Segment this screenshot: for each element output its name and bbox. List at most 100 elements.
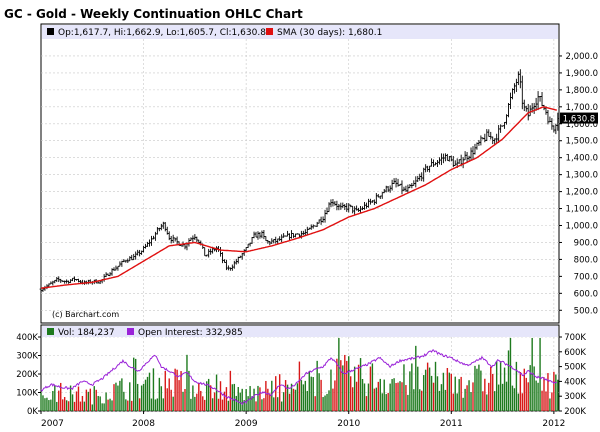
volume-bar [134,358,137,411]
price-tick-label: 1,900.0 [566,69,598,79]
ohlc-bar [556,112,560,131]
price-tick-label: 500.0 [574,306,598,316]
volume-bar [170,389,172,411]
volume-bar [344,354,346,411]
volume-bar [54,385,56,411]
price-bars [39,69,560,292]
price-tick-label: 600.0 [574,289,598,299]
open-interest-line [40,349,557,406]
volume-bar [267,388,269,411]
volume-bar [241,388,243,411]
price-tick-label: 1,700.0 [566,103,598,113]
volume-bar [196,393,198,411]
volume-bar [513,388,516,411]
volume-bar [63,397,66,411]
volume-bar [387,392,389,411]
volume-bar [464,388,466,411]
volume-bar [484,378,486,411]
volume-bar [186,354,188,411]
volume-bar [188,370,190,411]
volume-bar [107,399,109,411]
volume-bar [493,391,496,411]
volume-bar [525,377,527,411]
volume-bar [375,387,378,411]
volume-bar [176,369,178,411]
price-tick-label: 900.0 [574,238,598,248]
volume-bar [148,372,151,411]
volume-bar [460,376,462,411]
volume-tick-label: 300K [16,352,38,362]
volume-bar [294,389,297,411]
volume-bar [434,361,437,411]
volume-bar [557,379,559,411]
volume-bar [452,393,454,411]
volume-bar [271,380,273,411]
volume-bar [499,361,502,411]
volume-bar [172,396,174,411]
volume-bar [146,376,149,411]
open-interest-tick-label: 500K [564,363,586,373]
volume-bar [152,368,155,411]
volume-bar [79,401,82,411]
volume-bar [446,367,449,411]
volume-bar [551,392,553,411]
x-tick-label: 2009 [235,419,258,429]
volume-bar [379,378,381,411]
volume-bar [385,394,387,411]
open-interest-tick-label: 400K [564,377,586,387]
volume-bar [91,404,93,411]
volume-bar [60,382,62,411]
volume-bar [440,384,443,411]
volume-bar [359,358,362,411]
volume-bar [125,399,127,411]
open-interest-right-axis: 700K 600K 500K 400K 300K 200K [559,333,586,417]
volume-bar [209,385,212,411]
volume-bar [215,374,218,411]
price-legend-bar [42,25,558,39]
volume-bar [156,398,159,411]
volume-bar [233,383,236,411]
volume-bars [40,337,559,411]
volume-bar [523,368,525,411]
volume-bar [298,361,301,411]
last-price-value: 1,630.8 [563,115,595,125]
volume-bar [207,378,210,411]
volume-bar [75,391,78,411]
volume-bar [314,396,316,411]
volume-bar [150,398,153,411]
volume-bar [421,390,423,411]
volume-bar [133,357,135,411]
last-price-label: 1,630.8 [560,112,598,125]
volume-bar [476,368,478,411]
volume-bar [255,401,257,411]
volume-bar [249,386,251,411]
open-interest-tick-label: 200K [564,407,586,417]
volume-bar [164,371,166,411]
volume-bar [389,383,391,411]
volume-bar [142,383,145,411]
volume-bar [316,360,318,411]
volume-bar [253,388,255,411]
volume-bar [326,393,328,411]
volume-bar [219,381,222,411]
volume-bar [322,397,324,411]
volume-bar [288,393,291,411]
volume-bar [357,364,360,411]
volume-bar [251,396,253,411]
volume-bar [131,400,133,411]
volume-bar [101,403,103,411]
volume-bar [519,372,522,411]
volume-bar [263,398,265,411]
volume-bar [373,388,376,411]
volume-bar [403,364,405,411]
volume-bar [211,398,214,411]
volume-bar [486,394,488,411]
volume-bar [243,400,245,411]
volume-bar [346,360,348,411]
volume-bar [138,398,141,411]
volume-bar [497,384,500,411]
volume-bar [166,388,168,411]
volume-bar [545,391,547,411]
x-tick-label: 2010 [337,419,360,429]
volume-bar [48,400,50,411]
